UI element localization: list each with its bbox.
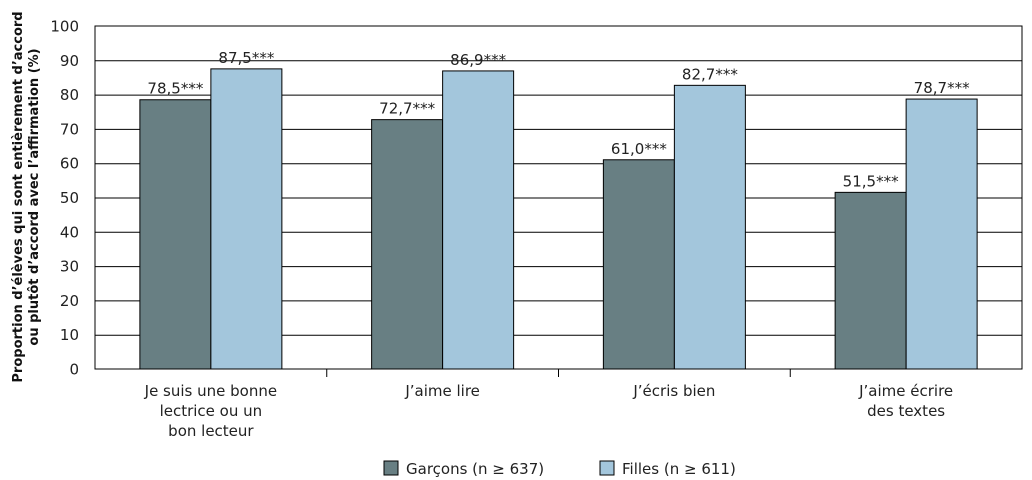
- bar-filles: [673, 84, 746, 370]
- y-tick-label: 50: [60, 189, 79, 207]
- y-tick-label: 90: [60, 52, 79, 70]
- x-category-label: J’aime écrire: [858, 382, 953, 400]
- x-category-label: des textes: [867, 402, 945, 420]
- x-category-label: J’aime lire: [404, 382, 480, 400]
- legend: Garçons (n ≥ 637) Filles (n ≥ 611): [383, 460, 736, 478]
- bar-garcons: [139, 99, 212, 370]
- y-tick-label: 30: [60, 258, 79, 276]
- y-tick-label: 0: [69, 361, 79, 379]
- y-axis-title: Proportion d’élèves qui sont entièrement…: [11, 11, 26, 382]
- data-label: 82,7***: [682, 65, 738, 83]
- legend-swatch: [383, 460, 399, 476]
- bar-garcons: [834, 191, 907, 370]
- bar-garcons: [371, 119, 444, 370]
- bar-filles: [210, 68, 283, 370]
- y-tick-label: 70: [60, 120, 79, 138]
- data-label: 51,5***: [843, 172, 899, 190]
- data-label: 72,7***: [379, 100, 435, 118]
- data-label: 86,9***: [450, 51, 506, 69]
- y-tick-label: 100: [50, 18, 79, 36]
- bar-garcons: [602, 159, 675, 370]
- x-category-label: J’écris bien: [632, 382, 715, 400]
- data-label: 78,5***: [147, 80, 203, 98]
- legend-label: Filles (n ≥ 611): [622, 460, 736, 478]
- bar-filles: [905, 98, 978, 370]
- x-category-label: bon lecteur: [168, 422, 254, 440]
- y-tick-label: 20: [60, 292, 79, 310]
- bar-filles: [442, 70, 515, 370]
- legend-swatch: [599, 460, 615, 476]
- data-label: 87,5***: [218, 49, 274, 67]
- data-label: 78,7***: [914, 79, 970, 97]
- y-axis-title: ou plutôt d’accord avec l’affirmation (%…: [27, 48, 42, 345]
- data-label: 61,0***: [611, 140, 667, 158]
- y-tick-label: 10: [60, 326, 79, 344]
- x-category-label: Je suis une bonne: [144, 382, 277, 400]
- y-tick-label: 80: [60, 86, 79, 104]
- y-tick-label: 40: [60, 223, 79, 241]
- y-tick-label: 60: [60, 155, 79, 173]
- legend-label: Garçons (n ≥ 637): [406, 460, 544, 478]
- x-category-label: lectrice ou un: [160, 402, 263, 420]
